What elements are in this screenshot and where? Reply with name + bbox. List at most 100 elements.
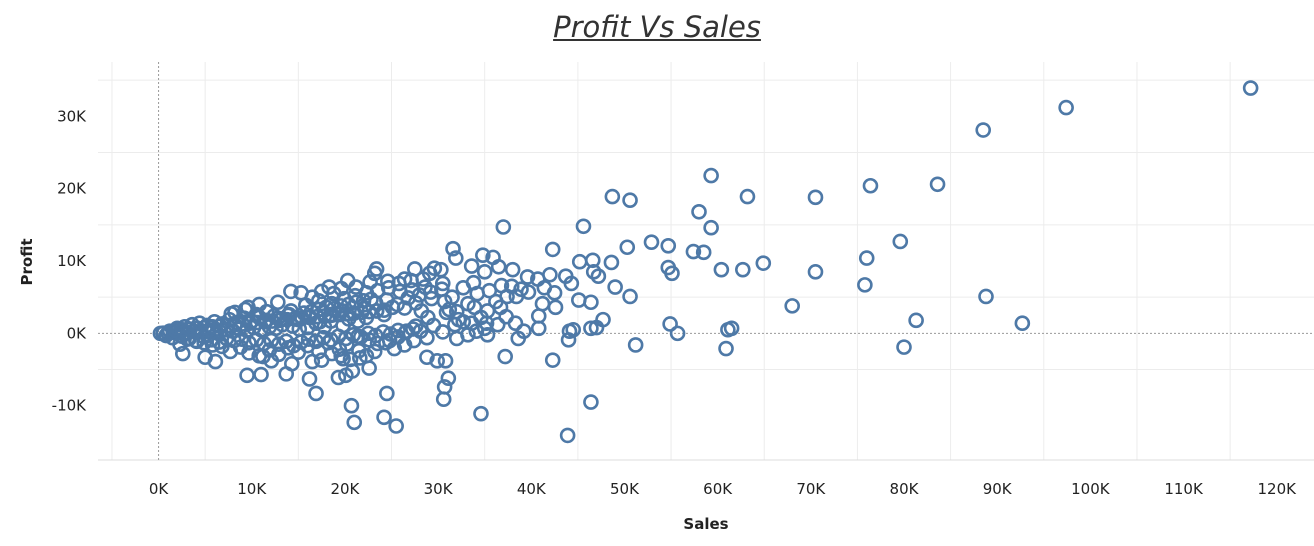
data-point: [227, 316, 243, 333]
data-point: [316, 308, 333, 324]
data-point: [544, 352, 561, 368]
data-point: [739, 188, 756, 205]
data-point: [735, 261, 751, 278]
data-point: [495, 219, 512, 235]
data-point: [271, 312, 288, 329]
data-point: [473, 405, 489, 422]
data-point: [338, 330, 354, 347]
data-point: [444, 289, 460, 305]
y-tick-label: 30K: [57, 107, 87, 125]
data-point: [622, 288, 638, 305]
data-point: [353, 304, 370, 321]
data-point: [234, 316, 251, 332]
data-point: [390, 322, 406, 339]
data-point: [583, 394, 599, 410]
data-point: [405, 321, 421, 337]
data-point: [544, 241, 561, 258]
data-point: [438, 304, 455, 321]
data-point: [301, 309, 318, 326]
data-point: [346, 305, 363, 321]
data-point: [713, 261, 730, 278]
data-point: [547, 299, 564, 316]
data-point: [481, 282, 498, 299]
data-point: [1058, 99, 1074, 116]
data-point: [435, 391, 452, 408]
data-point: [324, 307, 340, 324]
data-point: [346, 414, 363, 431]
data-point: [189, 320, 206, 337]
data-point: [419, 349, 435, 366]
data-point: [584, 252, 601, 269]
data-point: [519, 269, 536, 285]
data-point: [603, 254, 620, 271]
data-point: [1242, 80, 1259, 96]
data-point: [375, 324, 391, 340]
data-point: [463, 258, 480, 274]
data-point: [1014, 315, 1031, 332]
data-point: [196, 334, 213, 351]
y-tick-label: 0K: [67, 324, 88, 342]
y-axis-ticks: -10K 0K 10K 20K 30K: [52, 107, 87, 414]
data-point: [908, 312, 924, 329]
data-point: [361, 303, 377, 320]
x-axis-title: Sales: [683, 515, 728, 533]
data-point: [397, 324, 414, 341]
data-point: [249, 314, 266, 331]
data-point: [367, 327, 384, 344]
data-point: [622, 192, 638, 209]
data-point: [718, 340, 734, 357]
data-point: [286, 311, 303, 327]
data-point: [264, 313, 281, 329]
data-point: [366, 343, 383, 360]
data-point: [575, 218, 592, 235]
data-point: [313, 352, 330, 368]
data-point: [433, 261, 449, 278]
data-point: [379, 385, 395, 402]
data-point: [248, 332, 265, 348]
x-tick-label: 0K: [149, 480, 170, 498]
data-point: [436, 379, 453, 395]
data-point: [285, 337, 302, 354]
data-point: [315, 329, 332, 346]
data-point: [507, 315, 524, 332]
data-point: [604, 188, 621, 205]
y-tick-label: 20K: [57, 180, 87, 198]
data-point: [342, 351, 359, 368]
data-point: [412, 323, 429, 339]
data-point: [607, 279, 623, 295]
data-point: [542, 266, 558, 283]
data-point: [253, 366, 269, 383]
x-tick-label: 10K: [237, 480, 267, 498]
data-point: [516, 323, 532, 339]
data-point: [331, 306, 348, 323]
data-point: [664, 265, 680, 282]
x-tick-label: 20K: [330, 480, 360, 498]
data-point: [619, 239, 636, 256]
data-point: [520, 284, 537, 300]
zero-lines: [98, 62, 1314, 460]
data-point: [447, 316, 463, 333]
x-tick-label: 30K: [424, 480, 454, 498]
data-point: [182, 321, 199, 337]
data-point: [323, 332, 339, 348]
data-point: [530, 308, 547, 324]
data-point: [434, 324, 451, 340]
data-point: [389, 296, 405, 313]
data-point: [376, 306, 392, 323]
data-point: [660, 238, 677, 254]
data-point: [892, 233, 909, 250]
data-point: [330, 328, 347, 345]
data-point: [565, 321, 582, 338]
data-point: [559, 427, 576, 444]
data-point: [563, 275, 580, 292]
data-point: [256, 313, 273, 330]
data-point: [434, 281, 450, 298]
data-point: [807, 264, 824, 280]
data-point: [283, 283, 299, 300]
data-point: [425, 317, 442, 334]
data-point: [204, 319, 221, 335]
data-point: [490, 258, 507, 275]
data-point: [571, 292, 587, 308]
data-point: [330, 369, 347, 386]
data-point: [300, 331, 317, 347]
